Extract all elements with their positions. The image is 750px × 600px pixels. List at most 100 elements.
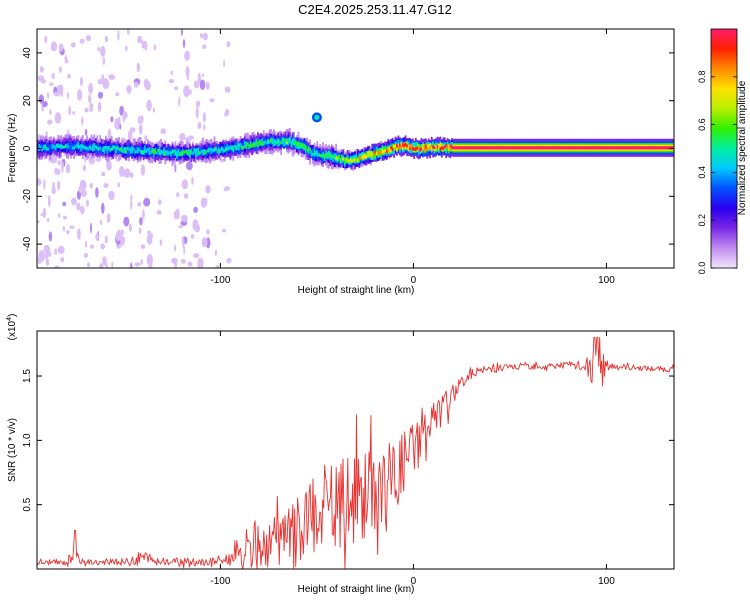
- ridge-cell: [597, 146, 600, 150]
- ridge-cell: [261, 142, 264, 146]
- ridge-cell: [484, 146, 487, 150]
- ridge-cell: [164, 152, 167, 156]
- ridge-cell: [668, 146, 670, 150]
- ridge-cell: [380, 151, 382, 155]
- ridge-cell: [110, 147, 113, 151]
- ridge-cell: [149, 150, 152, 154]
- ridge-cell: [309, 147, 311, 156]
- noise-speckle: [126, 85, 132, 94]
- ridge-cell: [319, 154, 322, 157]
- ridge-cell: [215, 147, 217, 151]
- ridge-cell: [80, 145, 83, 152]
- ridge-cell: [564, 146, 566, 150]
- noise-speckle: [140, 164, 146, 176]
- y-tick-label: 1.0: [22, 433, 33, 447]
- ridge-cell: [310, 151, 313, 155]
- ridge-cell: [92, 147, 94, 152]
- noise-speckle: [104, 35, 109, 43]
- ridge-cell: [607, 146, 610, 150]
- noise-speckle: [84, 240, 88, 248]
- ridge-cell: [70, 145, 73, 151]
- chart-title: C2E4.2025.253.11.47.G12: [298, 2, 452, 17]
- ridge-cell: [73, 146, 75, 150]
- noise-speckle: [146, 99, 152, 112]
- noise-speckle: [84, 128, 88, 137]
- ridge-cell: [79, 144, 81, 153]
- ridge-cell: [38, 148, 41, 151]
- ridge-cell: [427, 144, 430, 149]
- ridge-cell: [383, 150, 385, 154]
- noise-speckle: [76, 202, 81, 211]
- ridge-cell: [144, 145, 146, 153]
- ridge-cell: [548, 146, 550, 150]
- ridge-cell: [51, 144, 54, 149]
- ridge-cell: [271, 137, 274, 143]
- ridge-cell: [339, 158, 342, 162]
- ridge-cell: [174, 152, 177, 156]
- ridge-cell: [585, 146, 588, 150]
- ridge-cell: [442, 146, 445, 150]
- ridge-cell: [511, 146, 514, 150]
- noise-speckle: [209, 98, 215, 103]
- ridge-cell: [362, 155, 365, 159]
- noise-speckle: [59, 66, 62, 73]
- ridge-cell: [422, 147, 424, 151]
- noise-speckle: [134, 262, 141, 267]
- snr-panel: -100 0 100 0.5 1.0 1.5 Height of straight lin…: [6, 314, 675, 595]
- ridge-cell: [48, 144, 51, 148]
- ridge-cell: [530, 146, 533, 150]
- ridge-cell: [390, 146, 392, 153]
- ridge-cell: [426, 147, 429, 151]
- ridge-cell: [326, 154, 329, 160]
- ridge-cell: [439, 142, 442, 149]
- ridge-cell: [341, 157, 343, 161]
- ridge-cell: [93, 145, 96, 149]
- ridge-cell: [64, 144, 67, 148]
- ridge-cell: [320, 153, 323, 158]
- ridge-cell: [312, 148, 314, 157]
- ridge-cell: [99, 146, 102, 150]
- noise-speckle: [88, 82, 93, 95]
- ridge-cell: [461, 146, 463, 150]
- noise-speckle: [77, 228, 81, 240]
- ridge-cell: [571, 146, 573, 150]
- ridge-cell: [501, 146, 504, 150]
- ridge-cell: [520, 146, 523, 150]
- ridge-cell: [158, 146, 161, 155]
- ridge-cell: [358, 156, 361, 160]
- ridge-cell: [139, 150, 142, 154]
- ridge-cell: [44, 144, 46, 149]
- noise-speckle: [48, 231, 53, 242]
- noise-speckle: [184, 87, 187, 94]
- noise-speckle: [140, 259, 143, 266]
- ridge-cell: [77, 141, 80, 149]
- noise-speckle: [95, 187, 99, 198]
- ridge-cell: [80, 144, 83, 148]
- ridge-cell: [367, 154, 369, 158]
- ridge-cell: [412, 147, 414, 151]
- ridge-cell: [100, 146, 103, 153]
- noise-speckle: [54, 265, 60, 268]
- ridge-cell: [223, 149, 226, 153]
- ridge-cell: [218, 149, 220, 153]
- ridge-cell: [200, 149, 203, 153]
- spectrogram-heatmap: [37, 29, 674, 268]
- ridge-cell: [113, 145, 116, 149]
- ridge-cell: [47, 144, 49, 152]
- y-tick-label: 1.5: [22, 369, 33, 383]
- ridge-cell: [257, 143, 259, 147]
- noise-speckle: [111, 261, 114, 268]
- ridge-cell: [57, 144, 60, 153]
- ridge-cell: [587, 146, 589, 150]
- ridge-cell: [158, 150, 161, 155]
- ridge-cell: [219, 148, 222, 153]
- ridge-cell: [400, 142, 403, 149]
- noise-speckle: [57, 245, 65, 255]
- ridge-cell: [229, 145, 232, 150]
- ridge-cell: [645, 146, 647, 150]
- ridge-cell: [494, 146, 497, 150]
- ridge-cell: [204, 150, 207, 154]
- ridge-cell: [387, 149, 390, 153]
- ridge-cell: [299, 142, 301, 146]
- noise-speckle: [95, 157, 102, 162]
